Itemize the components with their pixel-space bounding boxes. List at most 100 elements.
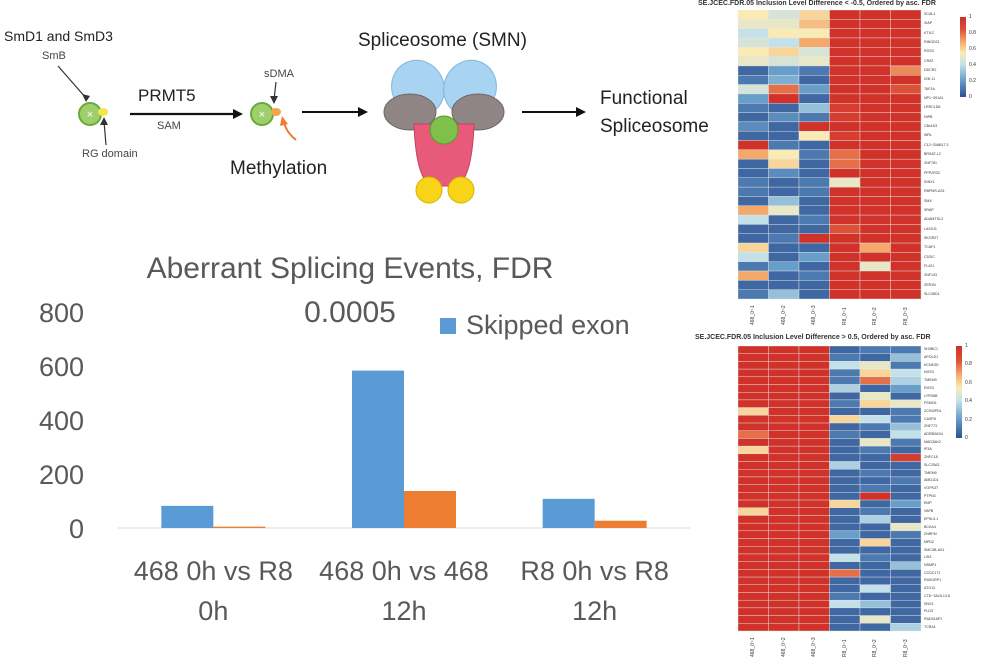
heatmap-cell — [829, 569, 861, 578]
heatmap-cell — [798, 469, 830, 478]
heatmap-cell — [890, 84, 922, 95]
heatmap-cell — [829, 476, 861, 485]
heatmap-cell — [829, 384, 861, 393]
heatmap-cell — [738, 615, 769, 624]
heatmap-cell — [768, 553, 800, 562]
colorbar-segment — [956, 394, 962, 398]
heatmap-cell — [890, 158, 922, 169]
heatmap-row-label: BCKA4 — [924, 524, 936, 529]
heatmap-cell — [859, 112, 891, 123]
heatmap-cell — [829, 407, 861, 416]
heatmap-cell — [829, 19, 861, 29]
methylation-arrow — [283, 121, 297, 141]
heatmap-cell — [829, 546, 861, 555]
heatmap-row-label: FL421 — [924, 263, 935, 268]
heatmap-cell — [859, 615, 891, 624]
heatmap-cell — [859, 484, 891, 493]
heatmap-cell — [768, 599, 800, 609]
heatmap-cell — [890, 461, 922, 470]
heatmap-cell — [798, 112, 830, 123]
heatmap-cell — [829, 75, 861, 85]
heatmap-cell — [768, 205, 800, 216]
heatmap-1: SE.JCEC.FDR.05 Inclusion Level Differenc… — [690, 0, 984, 330]
heatmap-cell — [890, 499, 922, 508]
heatmap-cell — [859, 522, 891, 532]
heatmap-cell — [890, 623, 922, 632]
heatmap-cell — [738, 445, 769, 455]
heatmap-cell — [829, 507, 861, 516]
heatmap-cell — [798, 492, 830, 501]
heatmap-cell — [829, 399, 861, 408]
heatmap-cell — [890, 561, 922, 570]
colorbar-segment — [960, 51, 966, 54]
heatmap-cell — [798, 19, 830, 29]
heatmap-cell — [798, 168, 830, 179]
heatmap-cell — [890, 149, 922, 160]
heatmap-cell — [738, 607, 769, 616]
heatmap-cell — [829, 538, 861, 547]
heatmap-cell — [859, 19, 891, 29]
heatmap-cell — [829, 47, 861, 57]
bar-1-0 — [352, 370, 404, 528]
heatmap-cell — [859, 445, 891, 455]
heatmap-row-label: RINGD21 — [924, 40, 940, 45]
heatmap-cell — [890, 538, 922, 547]
heatmap-cell — [798, 592, 830, 601]
heatmap-cell — [768, 130, 800, 141]
smb-arrow — [57, 65, 87, 99]
heatmap-cell — [738, 130, 769, 141]
heatmap-cell — [890, 112, 922, 123]
heatmap-cell — [738, 270, 769, 281]
y-tick-label: 400 — [39, 406, 84, 436]
heatmap-row-label: AMD1D1 — [924, 478, 939, 483]
heatmap-cell — [859, 530, 891, 539]
heatmap-row-label: KCNK3D — [924, 362, 939, 367]
heatmap-cell — [738, 623, 769, 632]
heatmap-row-label: NP1~391A1 — [924, 96, 944, 101]
heatmap-row-label: LRRC1D8 — [924, 105, 941, 110]
heatmap-cell — [859, 252, 891, 262]
smd-label: SmD1 and SmD3 — [4, 28, 113, 44]
heatmap-cell — [859, 561, 891, 570]
colorbar-segment — [956, 421, 962, 425]
heatmap-cell — [738, 28, 769, 39]
heatmap-cell — [829, 368, 861, 378]
colorbar-segment — [956, 415, 962, 418]
heatmap-cell — [859, 75, 891, 85]
heatmap-cell — [768, 530, 800, 539]
heatmap-row-label: MAD3AK2 — [924, 439, 941, 444]
heatmap-cell — [738, 19, 769, 29]
heatmap-row-label: SNX3 — [924, 601, 934, 606]
heatmap-cell — [798, 233, 830, 244]
heatmap-cell — [859, 149, 891, 160]
colorbar-segment — [956, 362, 962, 365]
colorbar-segment — [956, 375, 962, 379]
heatmap-cell — [768, 430, 800, 439]
heatmap-row-label: SCAL1 — [924, 12, 936, 17]
heatmap-cell — [768, 149, 800, 160]
heatmap-cell — [738, 553, 769, 562]
heatmap-cell — [859, 361, 891, 370]
heatmap-cell — [738, 75, 769, 85]
heatmap-cell — [738, 214, 769, 225]
colorbar-segment — [956, 378, 962, 381]
heatmap-cell — [829, 515, 861, 524]
colorbar-segment — [960, 79, 966, 82]
colorbar-segment — [960, 35, 966, 38]
heatmap-cell — [768, 158, 800, 169]
heatmap-row-label: SLC25A3 — [924, 462, 940, 467]
heatmap-cell — [859, 422, 891, 431]
heatmap-cell — [890, 368, 922, 378]
heatmap-cell — [768, 499, 800, 508]
colorbar-tick: 0.4 — [965, 398, 972, 405]
colorbar-segment — [956, 412, 962, 416]
heatmap-row-label: LSI3 — [924, 555, 932, 560]
heatmap-column-label: 468_0~1 — [750, 637, 757, 657]
heatmap-cell — [798, 361, 830, 370]
heatmap-cell — [859, 415, 891, 424]
methylation-label: Methylation — [230, 158, 328, 179]
heatmap-cell — [829, 561, 861, 570]
heatmap-row-label: CASP8 — [924, 416, 936, 421]
heatmap-cell — [738, 47, 769, 57]
heatmap-cell — [890, 205, 922, 216]
